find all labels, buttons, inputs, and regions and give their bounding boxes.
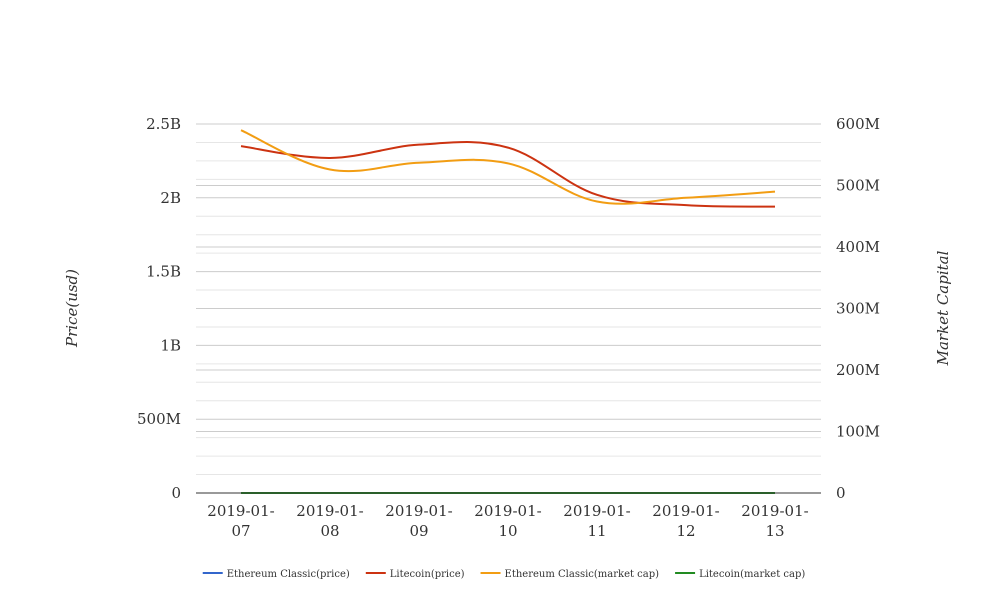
series-line-ethereum-classic-market-cap [240, 129, 776, 205]
right-y-tick-label: 400M [836, 238, 880, 256]
left-y-axis-title: Price(usd) [63, 269, 81, 348]
right-y-axis-title: Market Capital [934, 250, 952, 366]
series-line-litecoin-price [240, 141, 776, 208]
legend-item: Litecoin(market cap) [675, 569, 805, 580]
left-y-tick-label: 2.5B [146, 115, 181, 133]
right-y-tick-label: 600M [836, 115, 880, 133]
right-y-tick-label: 300M [836, 300, 880, 318]
legend-item: Ethereum Classic(price) [202, 569, 350, 580]
right-y-tick-label: 100M [836, 423, 880, 441]
right-y-tick-label: 200M [836, 361, 880, 379]
left-y-tick-label: 1B [160, 336, 181, 354]
series-lines [240, 129, 776, 495]
x-tick-label: 2019-01-10 [474, 502, 541, 540]
x-tick-label: 2019-01-07 [207, 502, 274, 540]
legend-item: Litecoin(price) [365, 569, 465, 580]
left-y-tick-label: 500M [137, 410, 181, 428]
x-tick-labels: 2019-01-07 2019-01-08 2019-01-09 2019-01-10… [207, 502, 808, 540]
x-tick-label: 2019-01-09 [385, 502, 452, 540]
left-y-tick-label: 1.5B [146, 263, 181, 281]
left-y-tick-label: 2B [160, 189, 181, 207]
legend-label: Litecoin(market cap) [699, 569, 805, 580]
x-tick-label: 2019-01-08 [296, 502, 363, 540]
right-y-tick-label: 0 [836, 484, 846, 502]
legend: Ethereum Classic(price) Litecoin(price) Et… [202, 569, 805, 580]
legend-label: Litecoin(price) [390, 569, 465, 580]
x-tick-label: 2019-01-12 [652, 502, 719, 540]
legend-label: Ethereum Classic(market cap) [505, 569, 660, 580]
left-y-tick-label: 0 [171, 484, 181, 502]
left-y-tick-labels: 0 500M 1B 1.5B 2B 2.5B [137, 115, 181, 502]
x-tick-label: 2019-01-11 [563, 502, 630, 540]
legend-label: Ethereum Classic(price) [227, 569, 350, 580]
right-y-tick-label: 500M [836, 177, 880, 195]
x-tick-label: 2019-01-13 [741, 502, 808, 540]
grid-lines [196, 123, 821, 476]
right-y-tick-labels: 0 100M 200M 300M 400M 500M 600M [836, 115, 880, 502]
legend-item: Ethereum Classic(market cap) [480, 569, 660, 580]
